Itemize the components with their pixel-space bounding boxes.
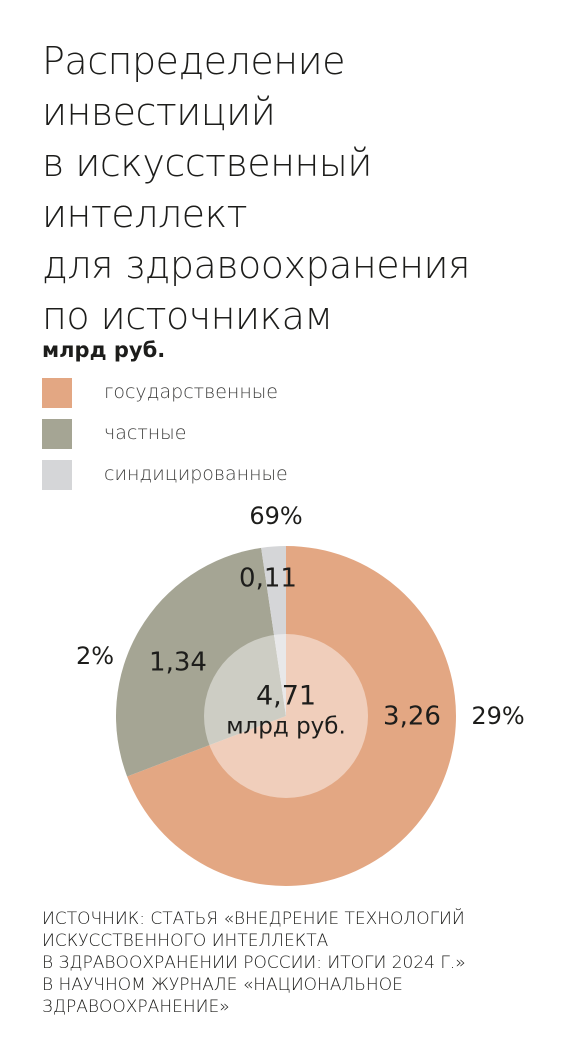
value-label: 0,11 xyxy=(239,564,297,594)
source-line: В НАУЧНОМ ЖУРНАЛЕ «НАЦИОНАЛЬНОЕ xyxy=(42,975,403,995)
slice-syndicated xyxy=(261,546,286,716)
legend-label-state: государственные xyxy=(104,381,278,403)
title-line: инвестиций xyxy=(42,90,276,134)
title-line: интеллект xyxy=(42,192,247,236)
total-value: 4,71 xyxy=(256,681,316,712)
percent-label: 69% xyxy=(249,502,302,530)
value-label: 1,34 xyxy=(149,648,207,678)
slice-private xyxy=(115,547,286,777)
legend-swatch-state xyxy=(42,378,72,408)
title-line: по источникам xyxy=(42,294,333,338)
title-line: Распределение xyxy=(42,39,345,83)
title-line: в искусственный xyxy=(42,141,372,185)
percent-label: 2% xyxy=(76,642,114,670)
unit-label: млрд руб. xyxy=(42,338,166,362)
legend-swatch-private xyxy=(42,419,72,449)
source-line: ИСТОЧНИК: СТАТЬЯ «ВНЕДРЕНИЕ ТЕХНОЛОГИЙ xyxy=(42,909,465,929)
source-line: ЗДРАВООХРАНЕНИЕ» xyxy=(42,997,230,1017)
source-note: ИСТОЧНИК: СТАТЬЯ «ВНЕДРЕНИЕ ТЕХНОЛОГИЙ И… xyxy=(42,908,542,1018)
donut-center xyxy=(204,634,368,798)
source-line: ИСКУССТВЕННОГО ИНТЕЛЛЕКТА xyxy=(42,931,329,951)
legend-label-syndicated: синдицированные xyxy=(104,463,288,485)
value-label: 3,26 xyxy=(383,702,441,732)
percent-label: 29% xyxy=(471,702,524,730)
total-unit: млрд руб. xyxy=(226,714,346,740)
title-line: для здравоохранения xyxy=(42,243,471,287)
chart-title: Распределение инвестиций в искусственный… xyxy=(42,36,562,342)
slice-state xyxy=(127,546,456,886)
legend-swatch-syndicated xyxy=(42,460,72,490)
source-line: В ЗДРАВООХРАНЕНИИ РОССИИ: ИТОГИ 2024 Г.» xyxy=(42,953,466,973)
legend-label-private: частные xyxy=(104,422,187,444)
